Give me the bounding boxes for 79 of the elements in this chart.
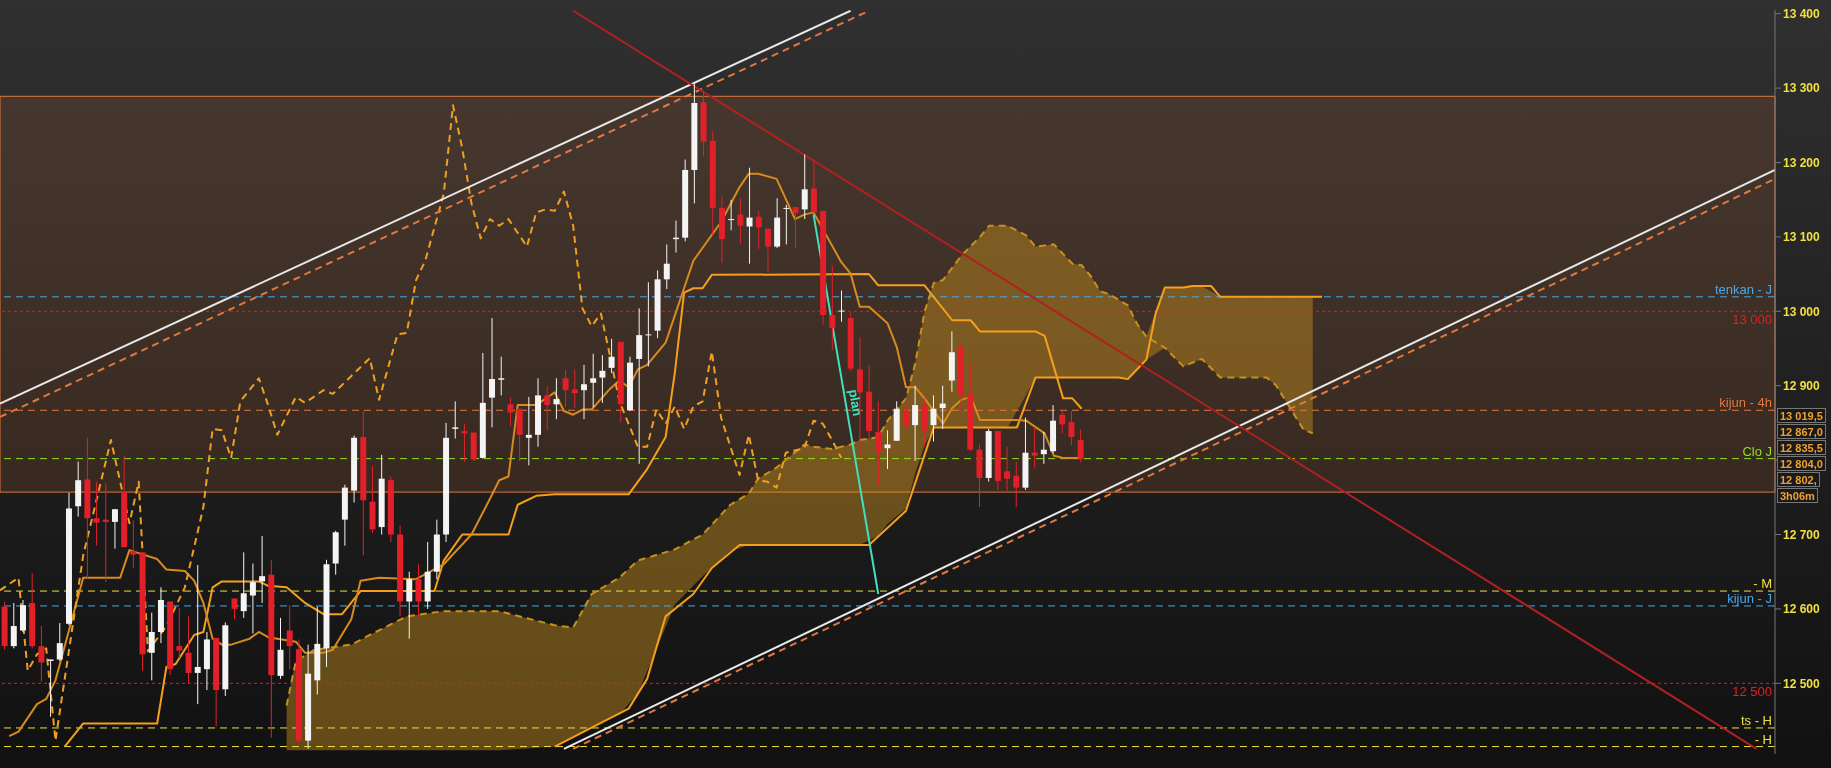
candlestick xyxy=(884,429,891,470)
candlestick xyxy=(875,400,882,487)
y-tick-label: 13 300 xyxy=(1783,81,1821,96)
candlestick xyxy=(148,612,155,681)
candlestick xyxy=(599,354,606,404)
candlestick xyxy=(562,369,569,408)
candlestick xyxy=(902,397,909,431)
y-tick-label: 12 500 xyxy=(1783,676,1821,691)
candlestick xyxy=(1004,446,1011,492)
candlestick xyxy=(801,153,808,220)
candlestick xyxy=(249,563,256,634)
candlestick xyxy=(553,377,560,420)
candlestick xyxy=(286,604,293,670)
candlestick xyxy=(10,602,17,649)
ref-line-label: Clo J xyxy=(1742,443,1772,459)
candlestick xyxy=(498,356,505,396)
candlestick xyxy=(194,564,201,705)
candlestick xyxy=(1068,410,1075,446)
candlestick xyxy=(792,206,799,249)
candlestick xyxy=(1031,426,1038,469)
candlestick xyxy=(111,508,118,550)
ref-line-label: 12 500 xyxy=(1732,683,1772,699)
ref-line-label: 13 000 xyxy=(1732,311,1772,327)
ref-line-label: - H xyxy=(1754,731,1772,747)
y-tick-label: 12 600 xyxy=(1783,602,1821,617)
candlestick xyxy=(1077,429,1084,463)
y-tick-label: 12 700 xyxy=(1783,527,1821,542)
text: 12 867,0 xyxy=(1777,424,1826,439)
candlestick xyxy=(525,396,532,466)
ref-line-label: - M xyxy=(1753,576,1772,592)
y-tick-label: 13 400 xyxy=(1783,6,1821,21)
candlestick xyxy=(102,482,109,583)
candlestick xyxy=(728,199,735,231)
candlestick xyxy=(56,622,63,662)
candlestick xyxy=(38,625,45,683)
text: 3h06m xyxy=(1777,488,1818,503)
text: plan xyxy=(845,388,866,418)
candlestick xyxy=(912,385,919,462)
y-tick-label: 12 900 xyxy=(1783,378,1821,393)
candlestick xyxy=(544,385,551,431)
candlestick xyxy=(764,228,771,273)
candlestick xyxy=(571,368,578,409)
candlestick xyxy=(608,338,615,374)
candlestick xyxy=(176,607,183,659)
candlestick xyxy=(406,571,413,640)
candlestick xyxy=(461,423,468,463)
text: 12 802, xyxy=(1777,472,1820,487)
text: 13 019,5 xyxy=(1777,408,1826,423)
candlestick xyxy=(590,353,597,408)
candlestick xyxy=(737,197,744,245)
text: 12 804,0 xyxy=(1777,456,1826,471)
candlestick xyxy=(1059,409,1066,434)
candlestick xyxy=(838,289,845,323)
y-tick-label: 13 200 xyxy=(1783,155,1821,170)
candlestick xyxy=(507,397,514,427)
candlestick xyxy=(1013,461,1020,508)
y-tick-label: 13 000 xyxy=(1783,304,1821,319)
candlestick xyxy=(415,563,422,617)
ref-line-label: tenkan - J xyxy=(1714,281,1772,297)
candlestick xyxy=(636,307,643,465)
candlestick xyxy=(489,317,496,428)
candlestick xyxy=(755,210,762,250)
ref-line-label: kijun - 4h xyxy=(1719,395,1772,411)
text: 12 835,5 xyxy=(1777,440,1826,455)
candlestick xyxy=(746,167,753,265)
candlestick xyxy=(130,519,137,569)
candlestick xyxy=(259,535,266,604)
candlestick xyxy=(240,551,247,619)
candlestick xyxy=(581,364,587,420)
candlestick xyxy=(930,394,937,443)
candlestick xyxy=(663,243,670,290)
candlestick xyxy=(645,281,652,367)
candlestick xyxy=(810,160,817,213)
candlestick xyxy=(93,481,100,547)
ref-line-label: ts - H xyxy=(1740,712,1772,728)
ref-line-label: kijun - J xyxy=(1727,590,1772,606)
candlestick xyxy=(783,204,790,245)
candlestick xyxy=(452,400,459,440)
y-tick-label: 13 100 xyxy=(1783,230,1821,245)
